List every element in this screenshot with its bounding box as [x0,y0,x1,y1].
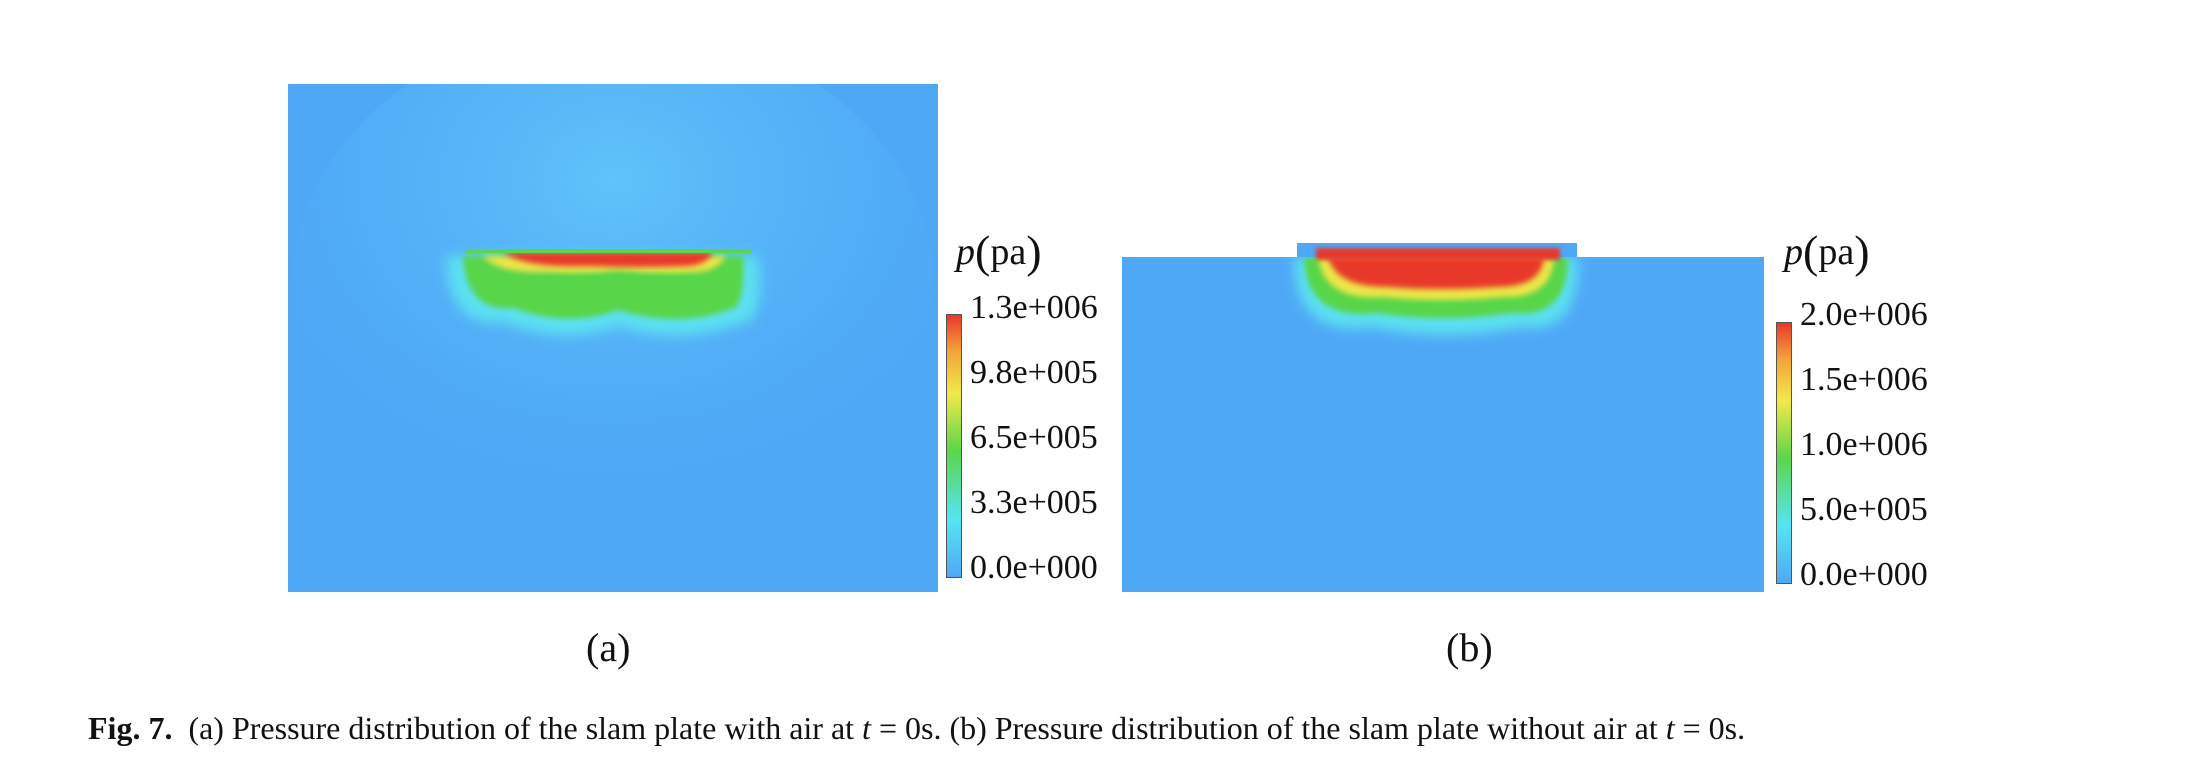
legend-title-b: p(pa) [1784,226,1870,277]
caption-text-2: = 0s. (b) Pressure distribution of the s… [870,710,1666,746]
legend-unit-a: pa [990,231,1027,273]
colorbar-tick: 0.0e+000 [1800,556,1928,593]
colorbar-tick: 9.8e+005 [970,354,1098,391]
colorbar-tick: 0.0e+000 [970,549,1098,586]
colorbar-tick: 1.5e+006 [1800,361,1928,398]
slam-plate-b-contact [1316,248,1560,260]
colorbar-tick: 3.3e+005 [970,484,1098,521]
sublabel-b: (b) [1446,625,1493,670]
colorbar-a [946,314,962,578]
caption-var-2: t [1665,710,1675,746]
legend-unit-b: pa [1818,231,1855,273]
slam-plate-a [466,249,752,253]
legend-title-a: p(pa) [956,226,1042,277]
legend-symbol-a: p [956,231,975,273]
pressure-contour-b [1294,257,1579,335]
legend-symbol-b: p [1784,231,1803,273]
caption-var-1: t [862,710,871,746]
caption-text-1: (a) Pressure distribution of the slam pl… [188,710,863,746]
pressure-contour-a [293,84,933,544]
colorbar-tick: 6.5e+005 [970,419,1098,456]
contour-high-a [503,252,713,267]
caption-label: Fig. 7. [88,710,173,746]
pressure-field-a [288,84,938,592]
colorbar-b [1776,322,1792,584]
pressure-field-b [1122,257,1764,592]
caption-text-3: = 0s. [1674,710,1746,746]
colorbar-tick: 5.0e+005 [1800,491,1928,528]
contour-high-b [1328,257,1544,289]
colorbar-tick: 1.3e+006 [970,289,1098,326]
figure-caption: Fig. 7. (a) Pressure distribution of the… [88,712,1745,744]
sublabel-a: (a) [586,625,631,670]
colorbar-tick: 2.0e+006 [1800,296,1928,333]
colorbar-tick: 1.0e+006 [1800,426,1928,463]
